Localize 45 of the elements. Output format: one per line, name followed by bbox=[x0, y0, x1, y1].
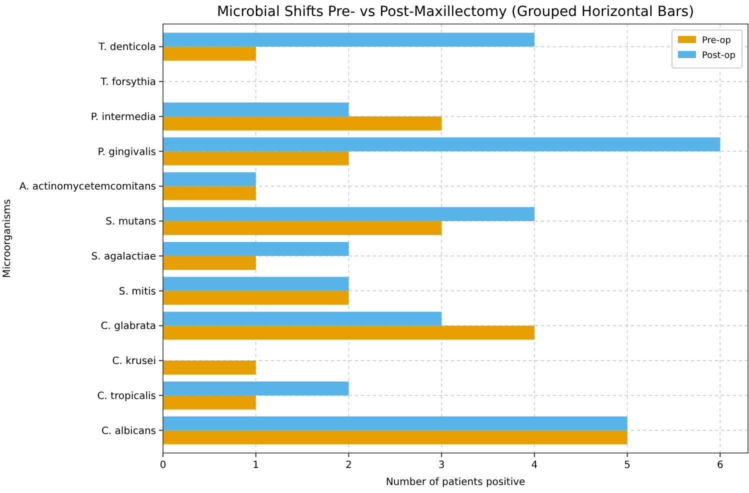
x-tick-label: 2 bbox=[346, 460, 352, 471]
bar bbox=[163, 32, 534, 47]
y-tick-label: S. agalactiae bbox=[91, 251, 156, 262]
y-tick-label: A. actinomycetemcomitans bbox=[19, 182, 156, 193]
bar bbox=[163, 207, 534, 222]
chart-title: Microbial Shifts Pre- vs Post-Maxillectomy (Grouped Horizontal Bars) bbox=[216, 4, 694, 20]
bar bbox=[163, 242, 349, 256]
y-tick-label: P. intermedia bbox=[90, 112, 156, 123]
bar bbox=[163, 430, 628, 444]
bar bbox=[163, 116, 442, 130]
bar bbox=[163, 290, 349, 305]
x-tick-label: 3 bbox=[438, 460, 445, 471]
y-axis-title: Microorganisms bbox=[2, 199, 13, 278]
y-tick-label: C. albicans bbox=[101, 426, 156, 437]
legend-label: Post-op bbox=[702, 51, 736, 61]
bar bbox=[163, 172, 256, 186]
x-tick-label: 0 bbox=[160, 460, 166, 471]
y-tick-label: C. glabrata bbox=[100, 321, 156, 332]
bar bbox=[163, 416, 628, 430]
bar bbox=[163, 395, 256, 410]
x-axis-title: Number of patients positive bbox=[386, 477, 526, 488]
bar bbox=[163, 382, 349, 396]
bar bbox=[163, 46, 256, 61]
y-tick-label: P. gingivalis bbox=[98, 146, 156, 158]
bar bbox=[163, 256, 256, 270]
bar bbox=[163, 326, 534, 340]
bar bbox=[163, 151, 349, 166]
y-tick-label: S. mitis bbox=[118, 286, 156, 298]
bar bbox=[163, 360, 256, 375]
bar bbox=[163, 137, 720, 152]
x-tick-label: 1 bbox=[252, 460, 260, 471]
y-tick-label: C. krusei bbox=[112, 356, 156, 368]
bar bbox=[163, 221, 442, 236]
x-tick-label: 5 bbox=[624, 460, 630, 471]
bar bbox=[163, 312, 442, 326]
bar bbox=[163, 102, 349, 116]
bar bbox=[163, 186, 256, 200]
y-tick-label: T. forsythia bbox=[100, 77, 156, 88]
y-tick-label: T. denticola bbox=[98, 42, 156, 54]
x-tick-label: 6 bbox=[716, 460, 724, 471]
y-tick-label: C. tropicalis bbox=[97, 390, 156, 402]
legend-label: Pre-op bbox=[702, 36, 732, 46]
x-tick-label: 4 bbox=[531, 460, 538, 471]
bar bbox=[163, 276, 349, 291]
y-tick-label: S. mutans bbox=[106, 216, 156, 228]
